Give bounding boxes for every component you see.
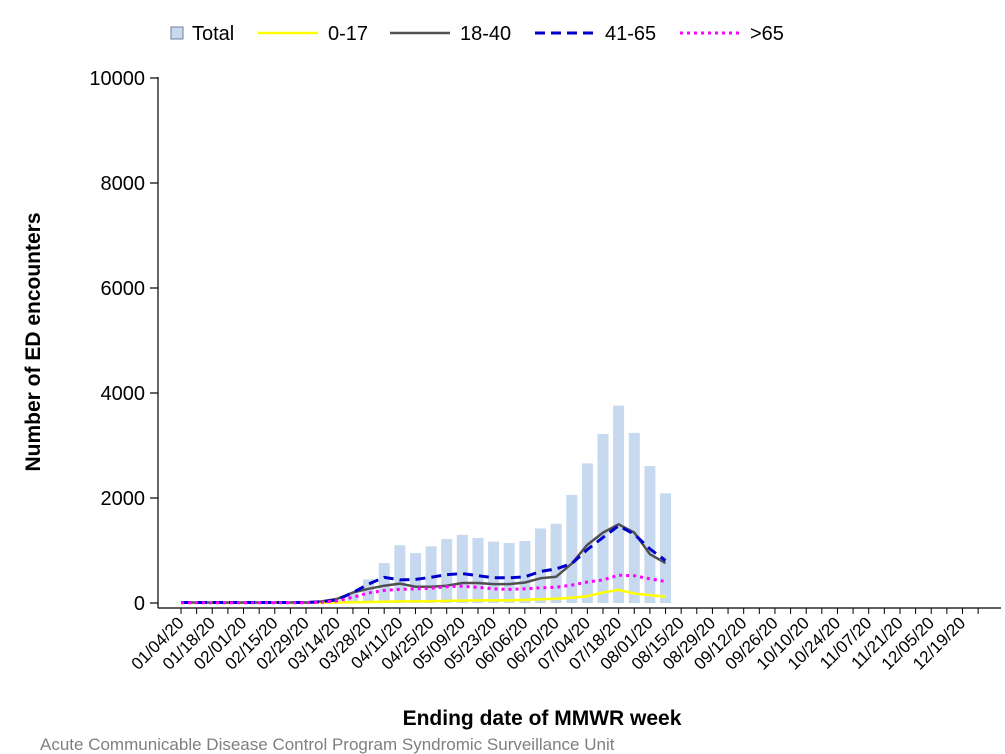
series-line-41-65 [181,524,667,604]
y-tick-label: 10000 [89,68,145,90]
total-bar [488,541,500,603]
total-bar [613,405,625,603]
total-bar [519,541,531,603]
total-bar [581,463,593,603]
legend-41-65-label: 41-65 [605,23,656,45]
y-tick-label: 6000 [101,278,146,300]
total-bars [175,405,671,604]
total-bar [347,593,359,603]
y-axis-title: Number of ED encounters [22,212,45,471]
total-bar [456,534,468,604]
total-bar [550,523,562,603]
y-axis-ticks: 0 2000 4000 6000 8000 10000 [89,68,158,615]
legend-total-label: Total [192,23,234,45]
y-tick-label: 4000 [101,383,146,405]
total-bar [378,563,390,603]
total-bar [441,539,453,603]
total-bar [363,579,375,603]
total-bar [628,432,640,603]
total-bar [644,466,656,603]
x-axis-ticks: 01/04/2001/18/2002/01/2002/15/2002/29/20… [128,608,979,674]
total-bar [394,545,406,604]
total-bar [597,433,609,603]
total-bar [472,537,484,603]
x-axis-title: Ending date of MMWR week [403,707,682,730]
total-bar [425,546,437,603]
y-tick-label: 0 [134,593,145,615]
y-tick-label: 8000 [101,173,146,195]
total-bar [535,528,546,603]
age-group-lines [181,523,667,605]
total-bar [503,543,515,603]
legend-0-17-label: 0-17 [328,23,368,45]
legend-total-swatch [170,26,184,40]
legend-18-40-label: 18-40 [460,23,511,45]
legend-over-65-label: >65 [750,23,784,45]
footer-text: Acute Communicable Disease Control Progr… [40,735,615,754]
legend: Total 0-17 18-40 41-65 >65 [170,23,784,45]
y-tick-label: 2000 [101,488,146,510]
total-bar [566,494,578,603]
total-bar [660,493,671,603]
